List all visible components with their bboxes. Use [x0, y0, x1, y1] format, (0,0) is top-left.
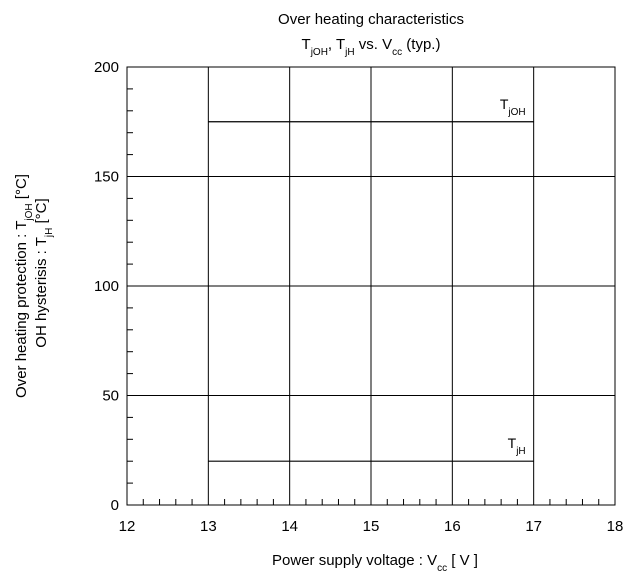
tick-labels: 12 13 14 15 16 17 18 0 50 100 150 200 [94, 59, 623, 535]
chart-subtitle-part: vs. V [355, 36, 393, 53]
y-tick-label: 200 [94, 59, 119, 76]
chart-subtitle-part: , T [328, 36, 345, 53]
y-axis-label-line1-part: [°C] [13, 174, 30, 203]
y-axis-label-line2-part: OH hysterisis : T [33, 237, 50, 348]
chart-subtitle: TjOH, TjH vs. Vcc (typ.) [302, 36, 441, 58]
chart-subtitle-part: (typ.) [402, 36, 440, 53]
series-label-TjOH: TjOH [500, 96, 526, 118]
x-tick-label: 12 [119, 518, 136, 535]
chart-subtitle-subscript: cc [392, 47, 402, 58]
y-tick-label: 100 [94, 278, 119, 295]
y-axis-label-line1-part: Over heating protection : T [13, 221, 30, 398]
x-axis-label-subscript: cc [437, 563, 447, 574]
x-tick-label: 17 [525, 518, 542, 535]
x-axis-label-part: Power supply voltage : V [272, 552, 437, 569]
y-axis-label-line2-subscript: jH [44, 228, 55, 238]
series-label-TjH: TjH [508, 435, 526, 457]
chart-subtitle-subscript: jOH [310, 47, 328, 58]
tick-marks [127, 88, 600, 505]
y-tick-label: 0 [111, 497, 119, 514]
x-axis-label: Power supply voltage : Vcc [ V ] [272, 552, 478, 574]
x-axis-label-part: [ V ] [447, 552, 478, 569]
chart-subtitle-part: T [302, 36, 311, 53]
x-tick-label: 14 [281, 518, 298, 535]
y-axis-label-line2: OH hysterisis : TjH [°C] [33, 198, 55, 347]
y-axis-label-line1: Over heating protection : TjOH [°C] [13, 174, 35, 398]
series-label-TjOH-subscript: jOH [507, 106, 525, 117]
chart-title-group: Over heating characteristics TjOH, TjH vs… [278, 11, 464, 58]
x-tick-label: 15 [363, 518, 380, 535]
gridlines [127, 67, 615, 505]
series-label-TjH-subscript: jH [515, 446, 525, 457]
axis-labels: Power supply voltage : Vcc [ V ] Over hea… [13, 174, 478, 573]
x-tick-label: 13 [200, 518, 217, 535]
series-label-TjOH-part: T [500, 96, 509, 112]
series-label-TjH-part: T [508, 435, 517, 451]
y-axis-label-line2-part: [°C] [33, 198, 50, 227]
plot-area-frame [126, 66, 616, 506]
y-tick-label: 50 [102, 388, 119, 405]
chart-subtitle-subscript: jH [344, 47, 354, 58]
x-tick-label: 16 [444, 518, 461, 535]
y-tick-label: 150 [94, 169, 119, 186]
x-tick-label: 18 [607, 518, 624, 535]
series-lines [208, 121, 534, 462]
y-axis-label-line1-subscript: jOH [24, 203, 35, 221]
chart-title: Over heating characteristics [278, 11, 464, 28]
